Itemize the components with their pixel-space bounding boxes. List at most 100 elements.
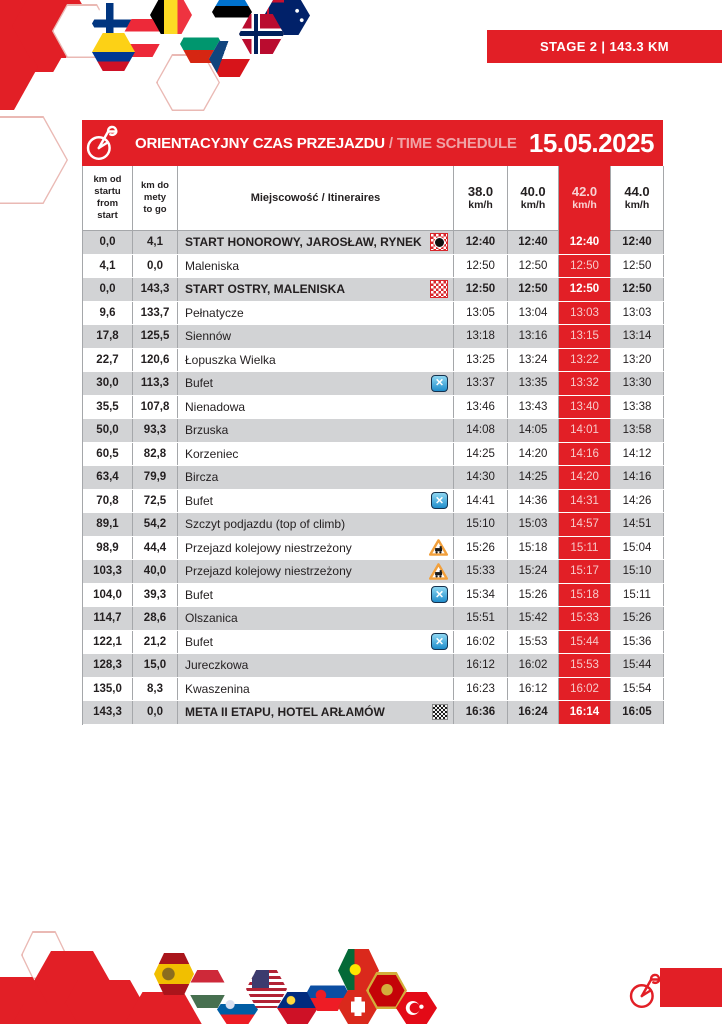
place-label: Bufet [185, 376, 214, 391]
time-cell-38: 12:50 [454, 254, 508, 277]
km-to-cell: 21,2 [133, 630, 178, 653]
speed-unit: km/h [520, 198, 546, 211]
time-cell-44: 15:11 [611, 583, 664, 606]
km-to-cell: 39,3 [133, 583, 178, 606]
place-cell: Bufet ✕ [178, 489, 454, 512]
feed-zone-icon: ✕ [431, 586, 448, 604]
time-schedule-table: ORIENTACYJNY CZAS PRZEJAZDU / TIME SCHED… [82, 120, 664, 725]
time-cell-38: 12:40 [454, 231, 508, 254]
place-cell: Siennów [178, 325, 454, 348]
time-cell-44: 14:12 [611, 442, 664, 465]
table-row: 35,5 107,8 Nienadowa 13:46 13:43 13:40 13:38 [83, 395, 664, 419]
time-cell-44: 13:58 [611, 419, 664, 442]
time-cell-38: 14:41 [454, 489, 508, 512]
place-cell: Jureczkowa [178, 654, 454, 677]
time-cell-40: 16:02 [508, 654, 559, 677]
km-from-cell: 22,7 [83, 348, 133, 371]
time-cell-42: 16:14 [559, 701, 611, 724]
km-from-cell: 4,1 [83, 254, 133, 277]
bicycle-icon [83, 123, 129, 163]
time-cell-40: 15:53 [508, 630, 559, 653]
speed-unit: km/h [624, 198, 650, 211]
km-from-cell: 143,3 [83, 701, 133, 724]
km-to-cell: 0,0 [133, 254, 178, 277]
time-cell-40: 15:42 [508, 607, 559, 630]
km-to-cell: 120,6 [133, 348, 178, 371]
km-from-cell: 17,8 [83, 325, 133, 348]
km-to-cell: 143,3 [133, 278, 178, 301]
time-cell-38: 16:12 [454, 654, 508, 677]
time-cell-42: 13:03 [559, 301, 611, 324]
time-cell-42: 14:01 [559, 419, 611, 442]
place-label: Przejazd kolejowy niestrzeżony [185, 540, 352, 555]
speed-value: 44.0 [624, 183, 650, 199]
time-cell-40: 15:24 [508, 560, 559, 583]
time-cell-42: 15:17 [559, 560, 611, 583]
place-label: Bircza [185, 470, 219, 485]
time-cell-42: 15:33 [559, 607, 611, 630]
time-cell-42: 15:18 [559, 583, 611, 606]
km-to-cell: 15,0 [133, 654, 178, 677]
time-cell-42: 14:16 [559, 442, 611, 465]
place-label: Bufet [185, 493, 214, 508]
railway-crossing-icon [429, 562, 448, 580]
km-from-cell: 35,5 [83, 395, 133, 418]
stage-date: 15.05.2025 [528, 127, 655, 158]
table: km od startu from start km do mety to go… [82, 166, 664, 725]
time-cell-38: 13:18 [454, 325, 508, 348]
time-cell-40: 14:20 [508, 442, 559, 465]
place-cell: Bircza [178, 466, 454, 489]
km-from-cell: 128,3 [83, 654, 133, 677]
time-cell-40: 15:26 [508, 583, 559, 606]
schedule-title-en: TIME SCHEDULE [396, 134, 517, 152]
place-label: Przejazd kolejowy niestrzeżony [185, 564, 352, 579]
time-cell-38: 16:36 [454, 701, 508, 724]
km-to-cell: 125,5 [133, 325, 178, 348]
time-cell-44: 13:30 [611, 372, 664, 395]
finish-flag-icon [432, 704, 448, 721]
table-row: 22,7 120,6 Łopuszka Wielka 13:25 13:24 13:22 1… [83, 348, 664, 372]
time-cell-38: 15:33 [454, 560, 508, 583]
time-cell-44: 13:38 [611, 395, 664, 418]
table-row: 122,1 21,2 Bufet ✕ 16:02 15:53 15:44 15:36 [83, 630, 664, 654]
table-row: 104,0 39,3 Bufet ✕ 15:34 15:26 15:18 15:11 [83, 583, 664, 607]
time-cell-40: 13:24 [508, 348, 559, 371]
time-cell-38: 16:23 [454, 677, 508, 700]
place-cell: Korzeniec [178, 442, 454, 465]
table-row: 128,3 15,0 Jureczkowa 16:12 16:02 15:53 15:44 [83, 654, 664, 678]
hexagon-outline-decor [0, 116, 68, 204]
place-cell: Brzuska [178, 419, 454, 442]
time-cell-38: 13:46 [454, 395, 508, 418]
time-cell-42: 14:20 [559, 466, 611, 489]
table-row: 70,8 72,5 Bufet ✕ 14:41 14:36 14:31 14:26 [83, 489, 664, 513]
km-from-cell: 0,0 [83, 231, 133, 254]
time-cell-40: 13:43 [508, 395, 559, 418]
place-cell: Bufet ✕ [178, 372, 454, 395]
place-cell: Nienadowa [178, 395, 454, 418]
place-cell: Kwaszenina [178, 677, 454, 700]
time-cell-40: 16:12 [508, 677, 559, 700]
km-to-cell: 133,7 [133, 301, 178, 324]
title-separator: / [384, 134, 397, 152]
time-cell-38: 12:50 [454, 278, 508, 301]
time-cell-44: 15:10 [611, 560, 664, 583]
place-cell: START HONOROWY, JAROSŁAW, RYNEK [178, 231, 454, 254]
speed-header-38: 38.0 km/h [454, 166, 508, 231]
time-cell-40: 15:03 [508, 513, 559, 536]
place-cell: START OSTRY, MALENISKA [178, 278, 454, 301]
time-cell-40: 15:18 [508, 536, 559, 559]
speed-header-44: 44.0 km/h [611, 166, 664, 231]
table-row: 135,0 8,3 Kwaszenina 16:23 16:12 16:02 15:54 [83, 677, 664, 701]
table-row: 63,4 79,9 Bircza 14:30 14:25 14:20 14:16 [83, 466, 664, 490]
place-cell: Przejazd kolejowy niestrzeżony [178, 536, 454, 559]
time-cell-44: 12:50 [611, 254, 664, 277]
speed-unit: km/h [572, 198, 597, 211]
time-cell-42: 16:02 [559, 677, 611, 700]
km-from-cell: 9,6 [83, 301, 133, 324]
time-cell-40: 12:40 [508, 231, 559, 254]
km-from-cell: 63,4 [83, 466, 133, 489]
table-row: 30,0 113,3 Bufet ✕ 13:37 13:35 13:32 13:30 [83, 372, 664, 396]
time-cell-38: 14:30 [454, 466, 508, 489]
time-cell-42: 15:53 [559, 654, 611, 677]
